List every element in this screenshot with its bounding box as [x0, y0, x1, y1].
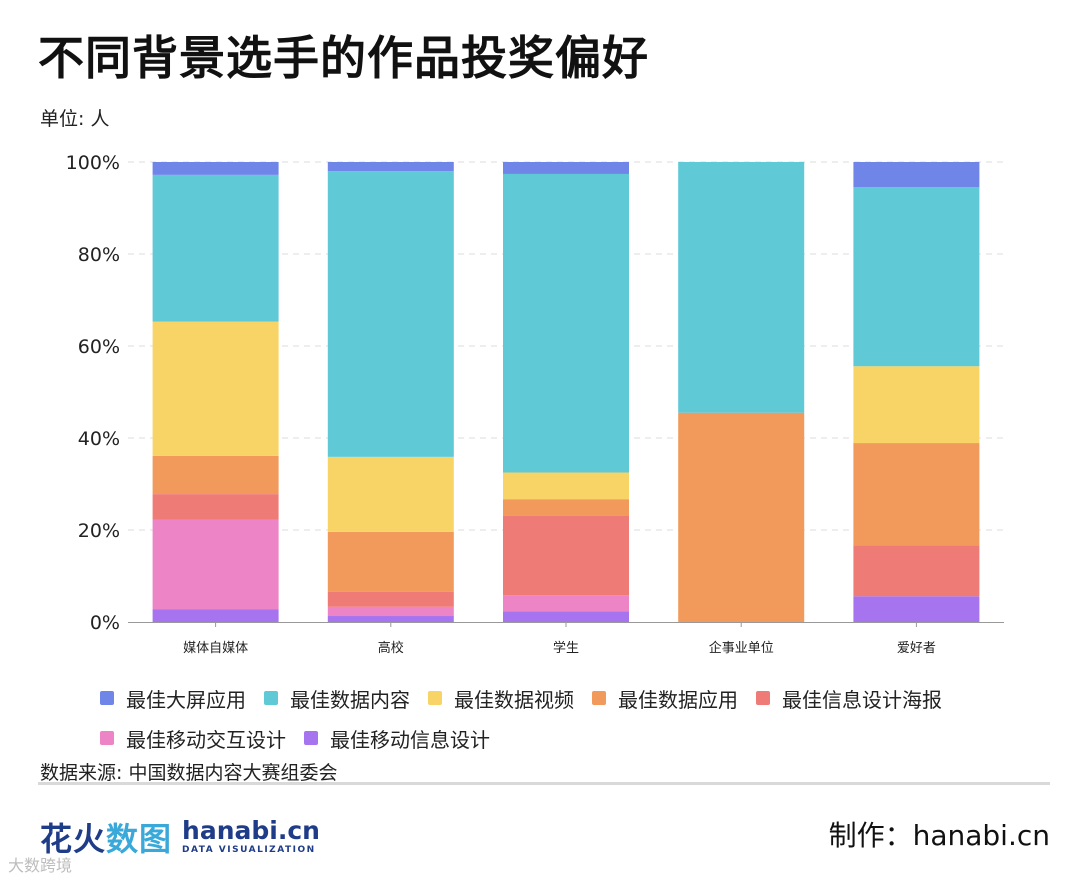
- y-tick-label: 80%: [78, 244, 120, 266]
- legend-swatch: [264, 691, 278, 705]
- legend-label: 最佳移动交互设计: [126, 727, 286, 752]
- legend-item: 最佳数据内容: [264, 684, 410, 712]
- bar-segment: [503, 173, 629, 473]
- legend: 最佳大屏应用 最佳数据内容 最佳数据视频 最佳数据应用 最佳信息设计海报最佳移动交互设计…: [100, 684, 1060, 752]
- logo-en: hanabi.cn DATA VISUALIZATION: [182, 818, 320, 856]
- bar-segment: [152, 494, 279, 520]
- bar-segment: [853, 545, 980, 597]
- bar-segment: [327, 606, 454, 617]
- bar-segment: [327, 171, 454, 457]
- bar-segment: [853, 443, 980, 546]
- legend-item: 最佳移动交互设计: [100, 724, 286, 752]
- legend-item: 最佳数据视频: [428, 684, 574, 712]
- legend-swatch: [756, 691, 770, 705]
- y-tick-label: 40%: [78, 428, 120, 450]
- logo-en-sub: DATA VISUALIZATION: [182, 845, 316, 855]
- hanabi-logo: 花火数图 hanabi.cn DATA VISUALIZATION: [40, 812, 320, 862]
- bar-segment: [327, 591, 454, 607]
- legend-swatch: [592, 691, 606, 705]
- y-tick-label: 100%: [66, 152, 120, 174]
- legend-label: 最佳数据应用: [618, 687, 738, 712]
- bar-segment: [327, 162, 454, 172]
- legend-label: 最佳数据视频: [454, 687, 574, 712]
- legend-swatch: [100, 731, 114, 745]
- bar-segment: [152, 174, 279, 322]
- x-tick-label: 企事业单位: [709, 640, 774, 656]
- legend-swatch: [428, 691, 442, 705]
- bar-segment: [152, 162, 279, 175]
- x-tick-label: 媒体自媒体: [183, 641, 248, 656]
- bar-segment: [503, 611, 629, 622]
- y-tick-label: 60%: [78, 336, 120, 358]
- legend-label: 最佳移动信息设计: [330, 727, 490, 752]
- legend-label: 最佳信息设计海报: [782, 687, 942, 712]
- logo-en-main: hanabi.cn: [182, 816, 320, 845]
- bar-segment: [327, 456, 454, 532]
- divider: [38, 782, 1050, 785]
- bar-segment: [678, 412, 805, 622]
- source-note: 数据来源: 中国数据内容大赛组委会: [40, 762, 338, 784]
- legend-item: 最佳数据应用: [592, 684, 738, 712]
- bar-segment: [503, 595, 629, 612]
- x-tick-label: 学生: [553, 640, 579, 656]
- bar-segment: [503, 472, 629, 500]
- legend-item: 最佳移动信息设计: [304, 724, 490, 752]
- x-tick-label: 高校: [378, 640, 404, 656]
- bar-segment: [678, 162, 805, 413]
- bar-segment: [152, 519, 279, 610]
- bar-segment: [503, 499, 629, 516]
- bar-segment: [503, 162, 629, 174]
- logo-cn-main: 花火: [40, 820, 107, 858]
- bar-segment: [327, 531, 454, 592]
- maker-credit: 制作：hanabi.cn: [828, 819, 1050, 852]
- y-tick-label: 0%: [90, 612, 120, 634]
- y-tick-label: 20%: [78, 520, 120, 542]
- x-tick-label: 爱好者: [897, 641, 936, 656]
- bar-segment: [503, 515, 629, 596]
- bar-segment: [853, 187, 980, 367]
- unit-label: 单位: 人: [40, 108, 110, 130]
- bar-segment: [152, 455, 279, 495]
- logo-cn: 花火数图: [40, 814, 172, 860]
- watermark-text: 大数跨境: [8, 856, 73, 875]
- legend-swatch: [304, 731, 318, 745]
- bar-segment: [152, 609, 279, 622]
- bar-segment: [853, 162, 980, 188]
- stacked-bar-chart: 0% 20% 40% 60% 80% 100% 媒体自媒体 高校 学生 企事业单位 爱好者: [66, 152, 1004, 656]
- chart-title: 不同背景选手的作品投奖偏好: [38, 31, 649, 85]
- logo-cn-accent: 数图: [106, 820, 173, 858]
- bar-segment: [853, 366, 980, 444]
- legend-item: 最佳大屏应用: [100, 684, 246, 712]
- bar-segment: [327, 616, 454, 622]
- legend-swatch: [100, 691, 114, 705]
- legend-label: 最佳数据内容: [290, 687, 410, 712]
- legend-item: 最佳信息设计海报: [756, 684, 942, 712]
- bar-segment: [853, 596, 980, 622]
- legend-label: 最佳大屏应用: [126, 687, 246, 712]
- bar-segment: [152, 321, 279, 456]
